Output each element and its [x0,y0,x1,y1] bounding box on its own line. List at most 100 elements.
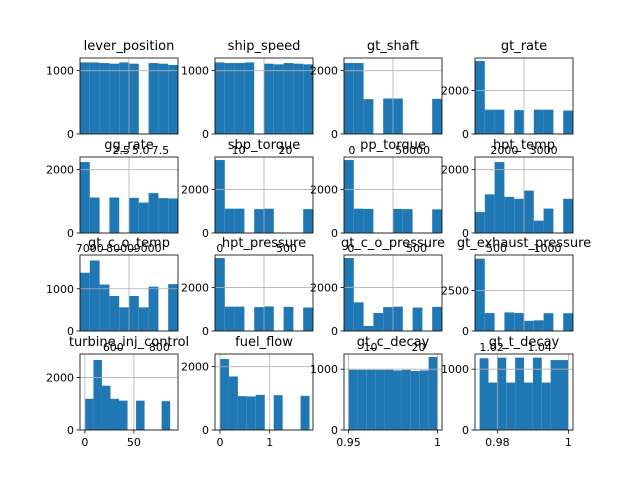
axes-frame [343,353,443,431]
histogram-bar [129,197,139,233]
histogram-bar [293,63,304,135]
histogram-bar [303,307,313,331]
histogram-bar [303,209,313,233]
subplot-gt-shaft: 0 2000 gt_shaft [310,39,443,141]
histogram-bar [80,62,90,134]
histogram-bar [432,306,442,331]
y-tick-label: 1000 [441,363,469,376]
histogram-bar [494,162,505,233]
x-tick-label: 1 [434,436,441,449]
axes-frame [79,57,179,135]
x-tick-label-overlap: 7000 [76,242,104,255]
subplot-gt-t-decay: 0 1000 0.98 1 gt_t_decay [441,335,574,449]
y-tick-label: 2000 [310,184,338,197]
histogram-bar [484,194,495,233]
subplot-ship-speed: 0 1000 ship_speed [181,39,314,141]
histogram-bar [353,302,364,331]
y-tick-label: 1000 [46,283,74,296]
histogram-bar [506,382,516,430]
subplot-title: gt_exhaust_pressure [457,236,591,251]
histogram-bar [563,313,573,331]
histogram-bar [393,370,402,430]
subplot-pp-torque: 0 2000 pp_torque [310,138,443,240]
x-tick-label: 0.95 [336,436,361,449]
histogram-bar [524,190,534,233]
histogram-bar [136,400,145,430]
histogram-bar [344,63,354,134]
y-tick-label: 2500 [441,285,469,298]
histogram-bar [344,160,354,233]
histogram-bar [504,196,515,233]
histogram-bar [99,63,110,134]
histogram-bar [383,307,393,331]
histogram-bar [373,312,384,331]
x-tick-label-overlap: 10 [232,144,246,157]
axes-frame [474,57,574,135]
histogram-bar [514,110,524,134]
histogram-bar [93,360,102,430]
histogram-bar [479,358,489,430]
histogram-bar [533,320,544,331]
histogram-bar [383,98,393,134]
histogram-bar [504,312,515,331]
x-tick-label-overlap: 5.0 [132,144,150,157]
histogram-bar [148,193,159,233]
subplot-lever-position: 0 1000 lever_position [46,39,179,141]
y-tick-label: 0 [67,128,74,141]
histogram-bar [101,385,111,430]
histogram-bar [401,369,411,430]
histogram-bar [283,63,294,134]
histogram-bar [254,307,264,331]
subplot-sbp-torque: 0 2000 sbp_torque [181,138,314,240]
y-tick-label: 0 [67,424,74,437]
histogram-bar [563,198,573,233]
histogram-bar [303,64,313,134]
y-tick-label: 0 [202,325,209,338]
histogram-bar [344,258,354,331]
histogram-bar [168,284,178,331]
subplot-title: hpt_temp [493,138,555,153]
subplot-title: ship_speed [228,39,301,54]
histogram-bar [514,313,524,331]
histogram-bar [543,313,554,331]
histogram-bar [80,162,90,233]
y-tick-label: 2000 [46,164,74,177]
subplot-title: gt_c_decay [357,335,430,350]
y-tick-label: 2000 [181,361,209,374]
axes-frame [214,353,314,431]
histogram-bar [158,198,169,233]
y-tick-label: 2000 [441,164,469,177]
histogram-bar [161,401,171,430]
histogram-bar [363,99,374,134]
axes-frame [343,57,443,135]
subplot-hpt-temp: 0 2000 hpt_temp [441,138,574,240]
y-tick-label: 0 [67,227,74,240]
histogram-bar [80,272,90,331]
y-tick-label: 0 [462,227,469,240]
histogram-bar [475,61,485,134]
histogram-bar [246,396,256,430]
y-tick-label: 0 [67,325,74,338]
x-tick-label: 0 [81,436,88,449]
histogram-bar [224,63,235,134]
x-tick-label-overlap: 9000 [134,242,162,255]
y-tick-label: 1000 [46,65,74,78]
subplot-title: gt_c_o_temp [88,236,170,251]
histogram-bar [158,63,169,135]
x-tick-label-overlap: 1.04 [527,341,552,354]
histogram-bar [224,208,235,233]
subplot-turbine-inj-control: 0 2000 0 50 turbine_inj_control [46,335,189,449]
x-tick-label: 0 [216,436,223,449]
subplot-title: gt_shaft [367,39,419,54]
histogram-bar [138,307,149,331]
histogram-bar [497,357,507,430]
histogram-bar [384,369,393,430]
subplot-title: gt_c_o_pressure [341,236,445,251]
x-tick-label-overlap: 3000 [530,144,558,157]
axes-frame [79,254,179,332]
histogram-bar [393,98,403,134]
subplot-title: gg_rate [104,138,153,153]
subplot-title: hpt_pressure [222,236,306,251]
histogram-bar [412,307,423,331]
histogram-bar [99,284,110,331]
